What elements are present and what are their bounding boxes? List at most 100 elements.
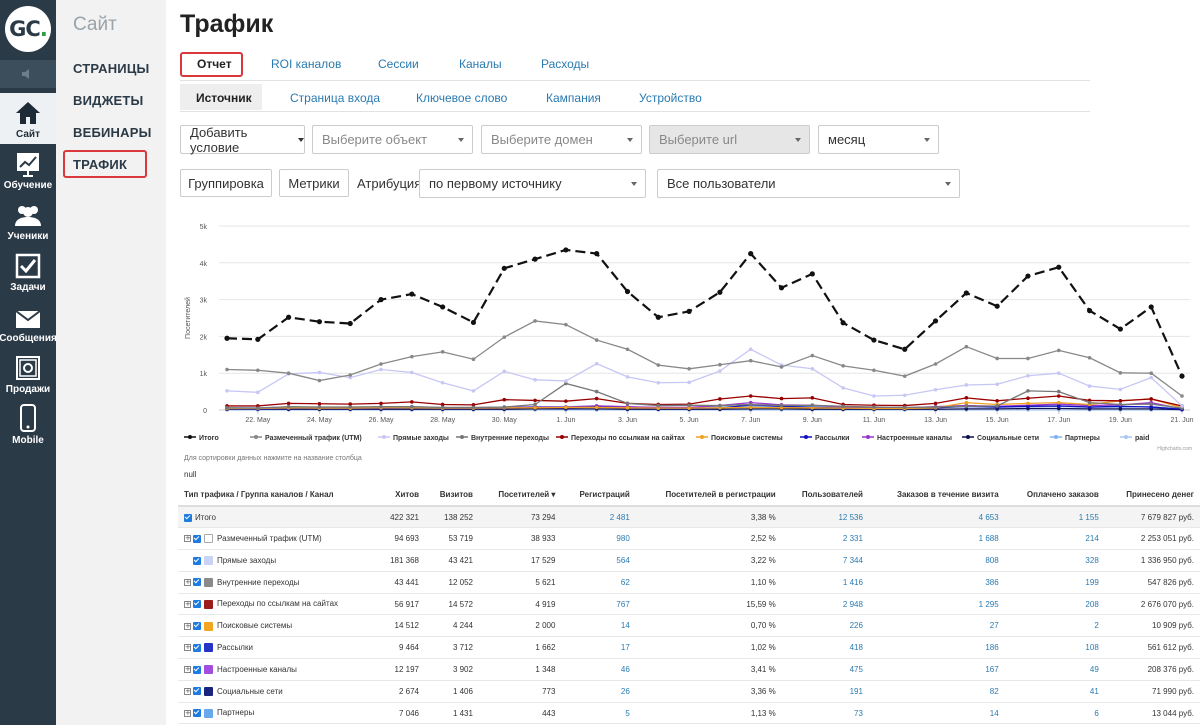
- tab-landing-page[interactable]: Страница входа: [290, 91, 381, 105]
- column-header[interactable]: Посетителей в регистрации: [635, 484, 782, 507]
- tab-report[interactable]: Отчет: [197, 57, 232, 71]
- row-checkbox[interactable]: [193, 534, 201, 543]
- nav-item-mobile[interactable]: Mobile: [0, 399, 56, 450]
- table-cell[interactable]: 5: [561, 702, 636, 725]
- row-checkbox[interactable]: [193, 643, 201, 652]
- table-cell[interactable]: 6: [1004, 702, 1105, 725]
- tab-campaign[interactable]: Кампания: [546, 91, 601, 105]
- grouping-button[interactable]: Группировка: [180, 169, 272, 197]
- table-cell[interactable]: 475: [781, 658, 869, 681]
- table-cell[interactable]: 46: [561, 658, 636, 681]
- table-cell[interactable]: 14: [561, 614, 636, 638]
- table-cell[interactable]: 564: [561, 549, 636, 572]
- url-select[interactable]: Выберите url: [649, 125, 810, 154]
- tab-roi[interactable]: ROI каналов: [271, 57, 342, 71]
- table-cell[interactable]: 980: [561, 527, 636, 551]
- table-cell[interactable]: 2 331: [781, 527, 869, 551]
- table-cell[interactable]: 26: [561, 680, 636, 703]
- table-cell[interactable]: 4 653: [868, 506, 1005, 529]
- submenu-item-webinars[interactable]: ВЕБИНАРЫ: [73, 125, 152, 140]
- table-cell[interactable]: 1 416: [781, 571, 869, 594]
- table-row[interactable]: Прямые заходы 181 368 43 421 17 529 564 3,22 …: [178, 549, 1200, 572]
- column-header[interactable]: Тип трафика / Группа каналов / Канал: [178, 484, 377, 507]
- table-row[interactable]: + Поисковые системы 14 512 4 244 2 000 14 0,70…: [178, 614, 1200, 638]
- nav-item-learning[interactable]: Обучение: [0, 144, 56, 195]
- row-checkbox[interactable]: [193, 622, 201, 631]
- table-cell[interactable]: 167: [868, 658, 1005, 681]
- table-cell[interactable]: 14: [868, 702, 1005, 725]
- table-cell[interactable]: 1 688: [868, 527, 1005, 551]
- submenu-item-widgets[interactable]: ВИДЖЕТЫ: [73, 93, 144, 108]
- expand-icon[interactable]: +: [184, 686, 191, 695]
- logo[interactable]: GC.: [0, 0, 56, 58]
- volume-bar[interactable]: [0, 60, 56, 88]
- column-header[interactable]: Визитов: [425, 484, 479, 507]
- table-cell[interactable]: 2 948: [781, 593, 869, 616]
- row-checkbox[interactable]: [193, 665, 201, 674]
- tab-expenses[interactable]: Расходы: [541, 57, 590, 71]
- table-cell[interactable]: 191: [781, 680, 869, 703]
- row-checkbox[interactable]: [184, 513, 192, 522]
- table-cell[interactable]: 17: [561, 636, 636, 660]
- table-cell[interactable]: 7 344: [781, 549, 869, 572]
- expand-icon[interactable]: +: [184, 599, 191, 608]
- table-cell[interactable]: 186: [868, 636, 1005, 660]
- table-row[interactable]: + Настроенные каналы 12 197 3 902 1 348 46 3,4…: [178, 658, 1200, 681]
- table-cell[interactable]: 226: [781, 614, 869, 638]
- table-cell[interactable]: 767: [561, 593, 636, 616]
- table-cell[interactable]: 199: [1004, 571, 1105, 594]
- expand-icon[interactable]: +: [184, 621, 191, 630]
- domain-select[interactable]: Выберите домен: [481, 125, 642, 154]
- tab-sessions[interactable]: Сессии: [378, 57, 419, 71]
- table-cell[interactable]: 108: [1004, 636, 1105, 660]
- users-select[interactable]: Все пользователи: [657, 169, 960, 198]
- table-row[interactable]: + Внутренние переходы 43 441 12 052 5 621 62 1…: [178, 571, 1200, 594]
- table-cell[interactable]: 27: [868, 614, 1005, 638]
- table-cell[interactable]: 328: [1004, 549, 1105, 572]
- submenu-item-pages[interactable]: СТРАНИЦЫ: [73, 61, 150, 76]
- attribution-select[interactable]: по первому источнику: [419, 169, 646, 198]
- expand-icon[interactable]: +: [184, 534, 191, 543]
- expand-icon[interactable]: +: [184, 665, 191, 674]
- object-select[interactable]: Выберите объект: [312, 125, 473, 154]
- table-cell[interactable]: 808: [868, 549, 1005, 572]
- expand-icon[interactable]: +: [184, 577, 191, 586]
- table-cell[interactable]: 62: [561, 571, 636, 594]
- table-cell[interactable]: 386: [868, 571, 1005, 594]
- tab-channels[interactable]: Каналы: [459, 57, 502, 71]
- row-checkbox[interactable]: [193, 556, 201, 565]
- expand-icon[interactable]: +: [184, 708, 191, 717]
- table-cell[interactable]: 208: [1004, 593, 1105, 616]
- table-row[interactable]: + Социальные сети 2 674 1 406 773 26 3,36 % 191…: [178, 680, 1200, 703]
- nav-item-tasks[interactable]: Задачи: [0, 246, 56, 297]
- column-header[interactable]: Принесено денег: [1104, 484, 1200, 507]
- table-cell[interactable]: 418: [781, 636, 869, 660]
- row-checkbox[interactable]: [193, 687, 201, 696]
- submenu-item-traffic[interactable]: ТРАФИК: [73, 157, 128, 172]
- table-cell[interactable]: 214: [1004, 527, 1105, 551]
- nav-item-sales[interactable]: Продажи: [0, 348, 56, 399]
- metrics-button[interactable]: Метрики: [279, 169, 349, 197]
- column-header[interactable]: Пользователей: [781, 484, 869, 507]
- table-cell[interactable]: 1 155: [1004, 506, 1105, 529]
- table-total-row[interactable]: Итого 422 321 138 252 73 294 2 481 3,38 % 12 5…: [178, 506, 1200, 529]
- table-row[interactable]: + Рассылки 9 464 3 712 1 662 17 1,02 % 418 186 10…: [178, 636, 1200, 660]
- row-checkbox[interactable]: [193, 578, 201, 587]
- add-condition-dropdown[interactable]: Добавить условие: [180, 125, 305, 155]
- column-header[interactable]: Посетителей ▾: [478, 484, 562, 507]
- column-header[interactable]: Хитов: [376, 484, 425, 507]
- column-header[interactable]: Регистраций: [561, 484, 636, 507]
- table-cell[interactable]: 2: [1004, 614, 1105, 638]
- table-cell[interactable]: 73: [781, 702, 869, 725]
- table-cell[interactable]: 12 536: [781, 506, 869, 529]
- table-row[interactable]: + Партнеры 7 046 1 431 443 5 1,13 % 73 14 6 13 044…: [178, 702, 1200, 725]
- table-cell[interactable]: 41: [1004, 680, 1105, 703]
- tab-keyword[interactable]: Ключевое слово: [416, 91, 508, 105]
- row-checkbox[interactable]: [193, 709, 201, 718]
- table-cell[interactable]: 49: [1004, 658, 1105, 681]
- row-checkbox[interactable]: [193, 600, 201, 609]
- nav-item-students[interactable]: Ученики: [0, 195, 56, 246]
- nav-item-site[interactable]: Сайт: [0, 93, 56, 144]
- table-cell[interactable]: 2 481: [561, 506, 636, 529]
- table-cell[interactable]: 82: [868, 680, 1005, 703]
